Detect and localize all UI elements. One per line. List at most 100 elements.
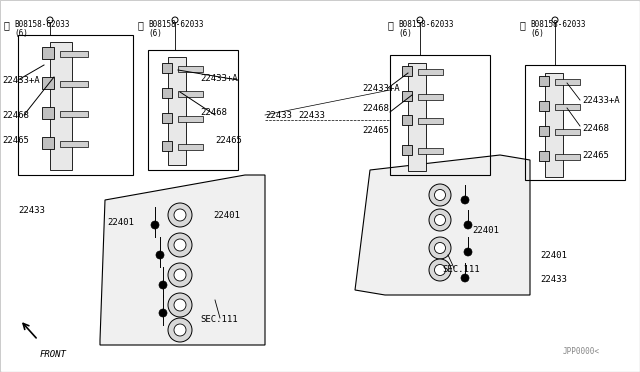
Text: B08158-62033: B08158-62033 bbox=[14, 20, 70, 29]
Bar bbox=[402, 91, 412, 101]
Circle shape bbox=[168, 293, 192, 317]
Text: 22433+A: 22433+A bbox=[582, 96, 620, 105]
Bar bbox=[555, 79, 580, 85]
Bar bbox=[178, 91, 203, 97]
Circle shape bbox=[168, 263, 192, 287]
Circle shape bbox=[435, 189, 445, 201]
Bar bbox=[162, 88, 172, 98]
Bar bbox=[178, 144, 203, 150]
Text: 22468: 22468 bbox=[362, 103, 389, 112]
Bar bbox=[539, 126, 549, 136]
Circle shape bbox=[172, 17, 178, 23]
Bar bbox=[148, 50, 238, 170]
Circle shape bbox=[461, 196, 469, 204]
Polygon shape bbox=[355, 155, 530, 295]
Text: Ⓑ: Ⓑ bbox=[138, 20, 144, 30]
Bar bbox=[42, 107, 54, 119]
Text: 22401: 22401 bbox=[540, 250, 567, 260]
Circle shape bbox=[159, 281, 167, 289]
Circle shape bbox=[174, 209, 186, 221]
Text: Ⓑ: Ⓑ bbox=[388, 20, 394, 30]
Text: 22433: 22433 bbox=[265, 110, 292, 119]
Bar bbox=[418, 118, 443, 124]
Text: JPP0000<: JPP0000< bbox=[563, 347, 600, 356]
Text: 22468: 22468 bbox=[582, 124, 609, 132]
Text: Ⓑ: Ⓑ bbox=[4, 20, 10, 30]
Text: 22465: 22465 bbox=[2, 135, 29, 144]
Circle shape bbox=[156, 251, 164, 259]
Bar bbox=[162, 141, 172, 151]
Circle shape bbox=[552, 17, 558, 23]
Bar bbox=[525, 65, 625, 180]
Text: SEC.111: SEC.111 bbox=[200, 315, 237, 324]
Circle shape bbox=[429, 184, 451, 206]
Circle shape bbox=[159, 309, 167, 317]
Bar bbox=[545, 73, 563, 177]
Circle shape bbox=[174, 269, 186, 281]
Bar bbox=[18, 35, 133, 175]
Text: 22433+A: 22433+A bbox=[200, 74, 237, 83]
Bar bbox=[555, 104, 580, 110]
Text: B08158-62033: B08158-62033 bbox=[530, 20, 586, 29]
Text: (6): (6) bbox=[530, 29, 544, 38]
Bar bbox=[418, 148, 443, 154]
Bar bbox=[162, 63, 172, 73]
Text: Ⓑ: Ⓑ bbox=[520, 20, 526, 30]
Circle shape bbox=[151, 221, 159, 229]
Text: B08158-62033: B08158-62033 bbox=[148, 20, 204, 29]
Text: 22468: 22468 bbox=[2, 110, 29, 119]
Text: 22465: 22465 bbox=[582, 151, 609, 160]
Circle shape bbox=[429, 259, 451, 281]
Text: (6): (6) bbox=[148, 29, 162, 38]
Bar bbox=[60, 141, 88, 147]
Bar bbox=[402, 145, 412, 155]
Bar bbox=[539, 151, 549, 161]
Text: 22401: 22401 bbox=[472, 225, 499, 234]
Circle shape bbox=[461, 274, 469, 282]
Bar bbox=[42, 47, 54, 59]
Text: B08158-62033: B08158-62033 bbox=[398, 20, 454, 29]
Bar bbox=[539, 101, 549, 111]
Bar bbox=[50, 42, 72, 170]
Text: (6): (6) bbox=[14, 29, 28, 38]
Text: SEC.111: SEC.111 bbox=[442, 266, 479, 275]
Bar bbox=[178, 66, 203, 72]
Bar bbox=[418, 94, 443, 100]
Bar bbox=[402, 115, 412, 125]
Circle shape bbox=[435, 215, 445, 225]
Circle shape bbox=[174, 299, 186, 311]
Bar bbox=[555, 129, 580, 135]
Text: 22433: 22433 bbox=[18, 205, 45, 215]
Circle shape bbox=[429, 209, 451, 231]
Bar bbox=[539, 76, 549, 86]
Bar bbox=[60, 51, 88, 57]
Text: 22468: 22468 bbox=[200, 108, 227, 116]
Text: 22401: 22401 bbox=[107, 218, 134, 227]
Bar bbox=[178, 116, 203, 122]
Bar bbox=[42, 77, 54, 89]
Circle shape bbox=[174, 239, 186, 251]
Bar bbox=[168, 57, 186, 165]
Text: 22433: 22433 bbox=[540, 276, 567, 285]
Text: 22433+A: 22433+A bbox=[2, 76, 40, 84]
Bar bbox=[60, 81, 88, 87]
Bar bbox=[162, 113, 172, 123]
Bar bbox=[418, 69, 443, 75]
Circle shape bbox=[417, 17, 423, 23]
Circle shape bbox=[464, 248, 472, 256]
Bar bbox=[42, 137, 54, 149]
Circle shape bbox=[174, 324, 186, 336]
Circle shape bbox=[464, 221, 472, 229]
Circle shape bbox=[435, 243, 445, 253]
Polygon shape bbox=[100, 175, 265, 345]
Circle shape bbox=[435, 264, 445, 276]
Text: (6): (6) bbox=[398, 29, 412, 38]
Bar bbox=[402, 66, 412, 76]
Text: 22433+A: 22433+A bbox=[362, 83, 399, 93]
Circle shape bbox=[168, 233, 192, 257]
Bar bbox=[60, 111, 88, 117]
Circle shape bbox=[168, 318, 192, 342]
Text: 22465: 22465 bbox=[362, 125, 389, 135]
Circle shape bbox=[47, 17, 53, 23]
Circle shape bbox=[429, 237, 451, 259]
